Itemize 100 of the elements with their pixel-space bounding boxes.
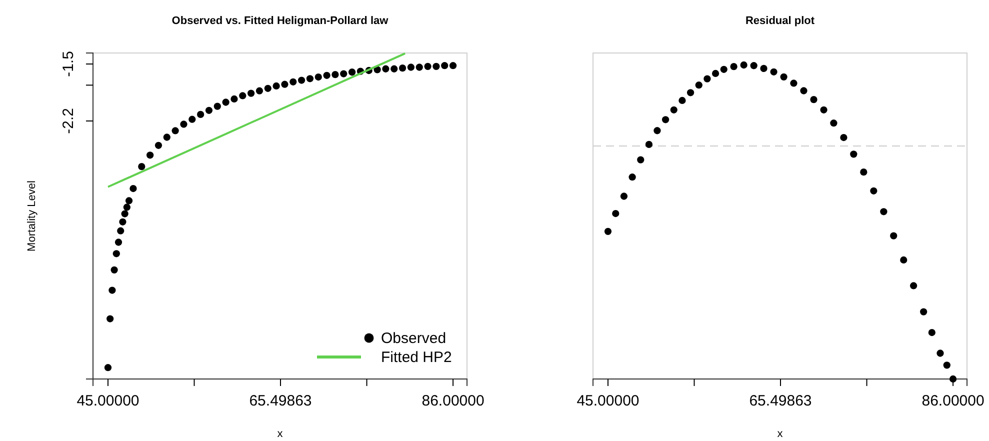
y-tick-label: -1.5 (60, 51, 77, 77)
y-axis-title: Mortality Level (26, 180, 38, 252)
point (720, 66, 728, 73)
chart-title: Observed vs. Fitted Heligman-Pollard law (172, 15, 389, 27)
point (780, 73, 788, 80)
point (264, 84, 272, 92)
point (830, 120, 838, 127)
point (323, 72, 330, 79)
point (740, 61, 748, 69)
x-axis-title: x (777, 428, 784, 440)
point (398, 64, 406, 72)
point (306, 75, 314, 82)
x-axis-title: x (277, 428, 284, 440)
point (130, 184, 137, 192)
point (214, 102, 221, 110)
point (928, 328, 936, 336)
point (678, 96, 686, 104)
point (840, 134, 848, 142)
point (880, 208, 888, 216)
point (810, 96, 818, 104)
x-tick-label: 65.49863 (249, 392, 312, 410)
point (110, 266, 118, 274)
x-tick-label: 86.00000 (922, 392, 984, 410)
point (117, 227, 124, 234)
x-tick-label: 65.49863 (749, 392, 812, 410)
point (196, 110, 204, 118)
point (730, 63, 738, 70)
point (449, 62, 457, 70)
point (760, 64, 768, 72)
point (119, 218, 126, 226)
point (432, 62, 440, 70)
point (662, 116, 670, 124)
point (123, 204, 130, 211)
point (230, 95, 238, 103)
point (910, 282, 918, 290)
point (382, 65, 390, 72)
point (407, 64, 415, 71)
point (750, 62, 758, 70)
point (712, 70, 720, 78)
point (188, 116, 196, 123)
point (695, 82, 702, 89)
point (704, 75, 711, 82)
point (628, 174, 636, 181)
point (770, 68, 778, 76)
x-tick-label: 86.00000 (422, 392, 484, 410)
point (820, 106, 828, 114)
point (332, 71, 339, 78)
y-tick-label: -2.2 (60, 108, 77, 134)
point (281, 80, 288, 88)
point (790, 80, 798, 87)
x-tick-label: 45.00000 (76, 392, 140, 410)
legend-label: Observed (381, 330, 446, 347)
point (256, 87, 264, 94)
point (222, 98, 230, 106)
point (943, 362, 950, 369)
point (172, 127, 179, 134)
point (104, 364, 112, 372)
point (850, 150, 858, 158)
x-tick-label: 45.00000 (576, 392, 640, 410)
point (340, 70, 348, 78)
point (121, 210, 128, 218)
point (900, 256, 908, 264)
point (949, 375, 957, 383)
point (163, 134, 170, 141)
point (146, 152, 154, 159)
point (272, 82, 280, 90)
point (670, 106, 678, 114)
point (239, 92, 246, 100)
point (205, 106, 213, 114)
point (112, 250, 120, 258)
point (154, 142, 162, 149)
point (936, 350, 944, 357)
point (686, 89, 694, 96)
point (290, 78, 297, 86)
chart-title: Residual plot (745, 15, 815, 27)
point (637, 156, 644, 164)
point (390, 65, 398, 72)
point (424, 62, 432, 70)
point (125, 197, 133, 204)
point (138, 162, 146, 170)
point (870, 187, 878, 194)
point (860, 168, 868, 176)
point (920, 308, 928, 316)
point (106, 315, 114, 322)
point (348, 68, 356, 76)
point (180, 120, 188, 128)
point (441, 62, 448, 70)
point (620, 192, 628, 200)
point (654, 127, 661, 134)
point (645, 140, 653, 148)
point (800, 87, 808, 94)
point (604, 228, 612, 235)
point (247, 90, 255, 97)
point (612, 210, 620, 218)
point (114, 238, 122, 246)
point (298, 76, 306, 84)
legend-label: Fitted HP2 (381, 349, 452, 366)
point (314, 73, 322, 81)
point (890, 232, 898, 240)
point (108, 286, 116, 294)
